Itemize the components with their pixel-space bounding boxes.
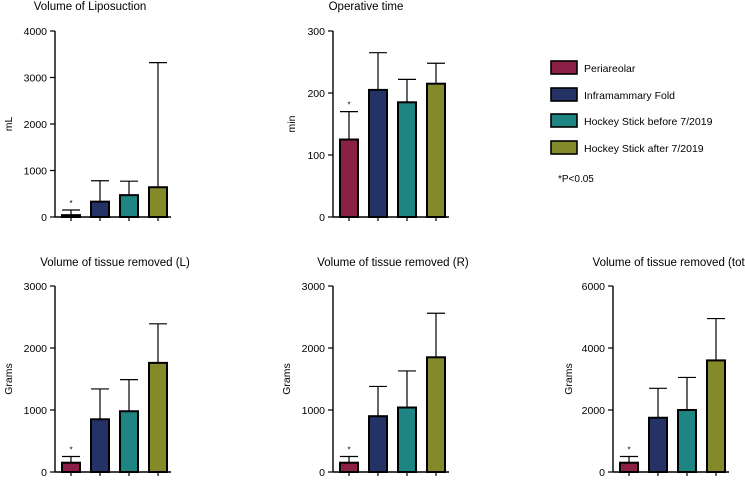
significance-star-tissue-left: * <box>69 446 72 455</box>
bar-liposuction-2 <box>119 194 139 219</box>
y-tick-label-operative-time: 200 <box>307 88 325 100</box>
legend-item-inframammary-fold: Inframammary Fold <box>550 87 675 102</box>
bar-tissue-total-3 <box>706 359 726 473</box>
legend-item-hockey-stick-before: Hockey Stick before 7/2019 <box>550 113 713 128</box>
y-tick-label-liposuction: 1000 <box>24 166 48 178</box>
legend-swatch-periareolar <box>550 60 578 75</box>
legend-swatch-hockey-stick-after <box>550 140 578 155</box>
bar-tissue-total-0 <box>619 461 639 474</box>
chart-title-tissue-total: Volume of tissue removed (total) <box>593 257 745 269</box>
bar-tissue-left-1 <box>90 418 110 473</box>
y-tick-label-liposuction: 2000 <box>24 119 48 131</box>
chart-title-liposuction: Volume of Liposuction <box>34 1 147 13</box>
y-tick-label-tissue-left: 1000 <box>24 405 48 417</box>
bar-tissue-total-2 <box>677 409 697 473</box>
y-tick-label-liposuction: 3000 <box>24 73 48 85</box>
y-tick-label-tissue-right: 2000 <box>302 343 326 355</box>
y-tick-label-liposuction: 0 <box>41 212 47 224</box>
y-tick-label-tissue-left: 2000 <box>24 343 48 355</box>
significance-note: *P<0.05 <box>558 174 594 185</box>
significance-star-tissue-right: * <box>347 446 350 455</box>
bar-tissue-total-1 <box>648 416 668 473</box>
y-tick-label-operative-time: 100 <box>307 150 325 162</box>
significance-star-operative-time: * <box>347 101 350 110</box>
legend-label-hockey-stick-after: Hockey Stick after 7/2019 <box>584 143 704 155</box>
bar-tissue-left-2 <box>119 410 139 473</box>
y-tick-label-tissue-total: 0 <box>599 467 605 479</box>
y-tick-label-tissue-right: 1000 <box>302 405 326 417</box>
legend-item-hockey-stick-after: Hockey Stick after 7/2019 <box>550 140 704 155</box>
chart-tissue-left: Volume of tissue removed (L) Grams 0 1000 20… <box>3 257 190 479</box>
bar-liposuction-0 <box>61 214 81 218</box>
bar-operative-time-0 <box>339 138 359 218</box>
bar-liposuction-3 <box>148 186 168 219</box>
y-axis-label-tissue-total: Grams <box>563 363 575 395</box>
chart-liposuction: Volume of Liposuction mL 0 1000 2000 3000 4000… <box>3 1 171 224</box>
y-tick-label-tissue-right: 0 <box>319 467 325 479</box>
legend-swatch-inframammary-fold <box>550 87 578 102</box>
legend-label-periareolar: Periareolar <box>584 63 636 75</box>
legend-swatch-hockey-stick-before <box>550 113 578 128</box>
significance-star-liposuction: * <box>69 199 72 208</box>
chart-title-tissue-right: Volume of tissue removed (R) <box>317 257 469 269</box>
y-tick-label-tissue-left: 0 <box>41 467 47 479</box>
bar-operative-time-3 <box>426 82 446 218</box>
y-axis-label-tissue-right: Grams <box>281 363 293 395</box>
charts-layer: Volume of LiposuctionmL01000200030004000… <box>3 1 745 479</box>
bar-tissue-right-1 <box>368 415 388 474</box>
legend-item-periareolar: Periareolar <box>550 60 636 75</box>
bar-tissue-right-2 <box>397 406 417 473</box>
bar-operative-time-2 <box>397 101 417 218</box>
chart-operative-time: Operative time min 0 100 200 300 * <box>286 1 449 224</box>
legend: Periareolar Inframammary Fold Hockey Sti… <box>550 60 713 185</box>
bar-operative-time-1 <box>368 88 388 218</box>
bar-tissue-left-0 <box>61 461 81 474</box>
chart-tissue-total: Volume of tissue removed (total) Grams 0 20… <box>563 257 745 479</box>
y-tick-label-operative-time: 0 <box>319 212 325 224</box>
bar-tissue-right-0 <box>339 461 359 474</box>
significance-star-tissue-total: * <box>627 446 630 455</box>
bar-liposuction-1 <box>90 200 110 218</box>
bar-tissue-right-3 <box>426 356 446 473</box>
y-tick-label-liposuction: 4000 <box>24 26 48 38</box>
legend-label-inframammary-fold: Inframammary Fold <box>584 90 675 102</box>
y-tick-label-tissue-total: 6000 <box>582 281 606 293</box>
legend-label-hockey-stick-before: Hockey Stick before 7/2019 <box>584 116 713 128</box>
y-axis-label-liposuction: mL <box>3 117 15 132</box>
bar-tissue-left-3 <box>148 361 168 474</box>
y-tick-label-operative-time: 300 <box>307 26 325 38</box>
y-axis-label-operative-time: min <box>286 115 298 132</box>
chart-tissue-right: Volume of tissue removed (R) Grams 0 1000 20… <box>281 257 469 479</box>
y-tick-label-tissue-total: 4000 <box>582 343 606 355</box>
chart-title-operative-time: Operative time <box>329 1 404 13</box>
chart-title-tissue-left: Volume of tissue removed (L) <box>40 257 190 269</box>
y-tick-label-tissue-left: 3000 <box>24 281 48 293</box>
y-axis-label-tissue-left: Grams <box>3 363 15 395</box>
y-tick-label-tissue-right: 3000 <box>302 281 326 293</box>
y-tick-label-tissue-total: 2000 <box>582 405 606 417</box>
